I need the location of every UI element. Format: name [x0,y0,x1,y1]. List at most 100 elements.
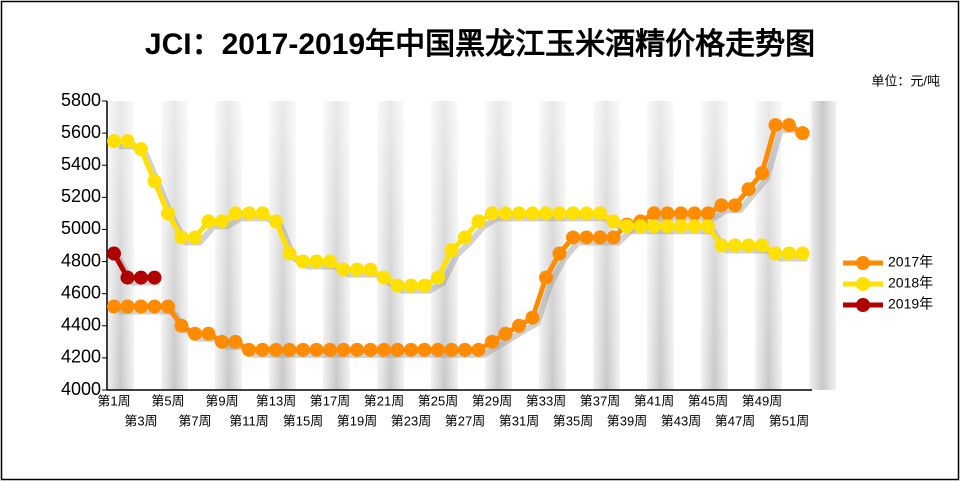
marker [174,230,189,245]
x-tick-label: 第17周 [310,393,350,408]
marker [687,219,702,234]
marker [147,174,162,189]
y-tick-label: 5200 [61,186,101,206]
marker [147,270,162,285]
y-tick-label: 5000 [61,218,101,238]
marker [120,270,135,285]
marker [539,270,553,285]
x-tick-label: 第47周 [715,413,755,428]
marker [390,342,405,357]
x-tick-label: 第21周 [364,393,404,408]
marker [714,198,729,213]
legend-label: 2017年 [888,254,933,270]
y-tick-label: 4800 [61,250,101,270]
y-tick-label: 4600 [61,282,101,302]
marker [498,326,513,341]
marker [228,334,243,349]
marker [674,206,688,221]
y-tick-label: 4200 [61,347,101,367]
x-tick-label: 第15周 [283,413,323,428]
marker [255,206,270,221]
marker [485,206,499,221]
marker [363,342,378,357]
marker [174,318,189,333]
marker [336,262,351,277]
marker [377,270,391,285]
marker [309,342,324,357]
marker [404,278,418,293]
marker [309,254,324,269]
marker [417,278,432,293]
marker [701,219,715,234]
marker [188,230,202,245]
marker [147,299,162,314]
x-tick-label: 第51周 [769,413,809,428]
marker [336,342,351,357]
y-tick-label: 5600 [61,122,101,142]
x-tick-label: 第1周 [97,393,130,408]
marker [512,206,526,221]
legend-marker [856,298,870,312]
marker [633,219,648,234]
marker [444,243,459,258]
marker [539,206,553,221]
marker [120,299,135,314]
marker [296,254,310,269]
marker [201,326,216,341]
marker [431,342,445,357]
x-tick-label: 第9周 [205,393,238,408]
marker [647,206,661,221]
marker [782,118,796,133]
x-tick-label: 第45周 [688,393,728,408]
marker [242,342,256,357]
legend-label: 2019年 [888,296,933,312]
y-tick-label: 4000 [61,379,101,399]
y-tick-label: 5400 [61,154,101,174]
x-tick-label: 第11周 [229,413,269,428]
x-tick-label: 第7周 [178,413,211,428]
marker [107,246,121,261]
marker [647,219,661,234]
marker [755,166,769,181]
x-tick-label: 第13周 [256,393,296,408]
x-tick-label: 第29周 [472,393,512,408]
marker [525,310,540,325]
x-tick-label: 第19周 [337,413,377,428]
marker [134,299,148,314]
marker [701,206,715,221]
marker [444,342,459,357]
marker [674,219,688,234]
marker [768,118,783,133]
marker [323,342,337,357]
marker [660,206,675,221]
x-tick-label: 第5周 [151,393,184,408]
marker [323,254,337,269]
marker [282,246,297,261]
marker [566,206,580,221]
x-tick-label: 第27周 [445,413,485,428]
marker [215,214,229,229]
marker [458,342,472,357]
marker [660,219,675,234]
marker [714,238,729,253]
marker [417,342,432,357]
marker [350,342,364,357]
marker [134,142,148,157]
marker [512,318,526,333]
marker [498,206,513,221]
marker [134,270,148,285]
marker [485,334,499,349]
marker [795,126,810,141]
band [809,101,836,390]
marker [269,214,283,229]
marker [471,214,486,229]
marker [552,246,567,261]
chart-title: JCI：2017-2019年中国黑龙江玉米酒精价格走势图 [145,28,815,61]
marker [215,334,229,349]
marker [552,206,567,221]
marker [566,230,580,245]
marker [458,230,472,245]
marker [404,342,418,357]
x-tick-label: 第3周 [124,413,157,428]
x-tick-label: 第49周 [742,393,782,408]
